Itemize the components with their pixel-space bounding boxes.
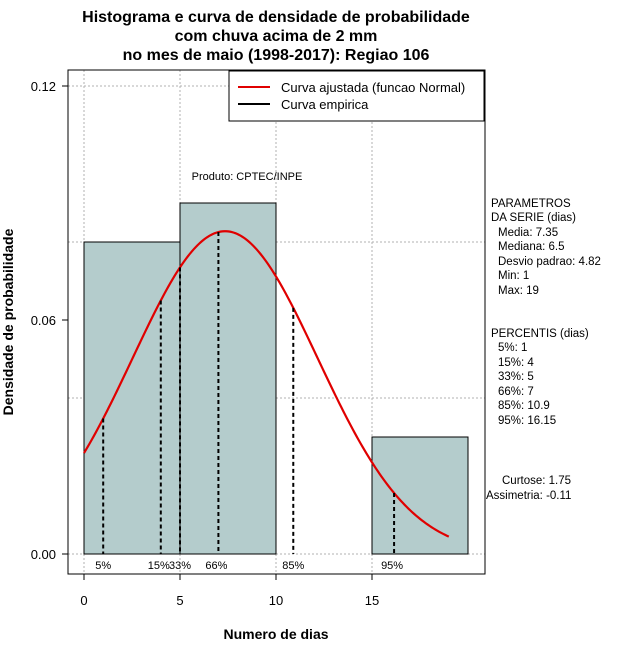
assimetria: Assimetria: -0.11 [486, 490, 571, 502]
legend-box [228, 70, 485, 122]
histogram-bars [83, 202, 469, 555]
y-tick-label: 0.12 [31, 79, 56, 94]
percentile-label: 33% [169, 560, 191, 572]
y-tick-label: 0.00 [31, 547, 56, 562]
pct-33: 33%: 5 [498, 371, 534, 383]
percentile-label: 85% [282, 560, 304, 572]
y-axis: 0.00 0.06 0.12 [31, 79, 69, 562]
y-tick-label: 0.06 [31, 313, 56, 328]
percentile-label: 5% [95, 560, 111, 572]
density-curve [83, 230, 450, 538]
percentile-label: 66% [205, 560, 227, 572]
x-tick-label: 15 [365, 593, 379, 608]
pct-title: PERCENTIS (dias) [491, 328, 589, 340]
x-tick-label: 10 [269, 593, 283, 608]
pct-66: 66%: 7 [498, 386, 534, 398]
param-desvio: Desvio padrao: 4.82 [498, 256, 601, 268]
x-tick-label: 5 [176, 593, 183, 608]
pct-95: 95%: 16.15 [498, 415, 556, 427]
y-axis-label: Densidade de probabilidade [0, 228, 16, 415]
histogram-bar [83, 241, 181, 555]
histogram-bar [371, 436, 469, 555]
legend: Curva ajustada (funcao Normal) Curva emp… [228, 70, 485, 122]
param-min: Min: 1 [498, 270, 529, 282]
legend-empirical-label: Curva empirica [281, 97, 369, 112]
watermark: Produto: CPTEC/INPE [192, 171, 303, 183]
chart-title-line-2: com chuva acima de 2 mm [175, 28, 378, 45]
x-axis-label: Numero de dias [223, 626, 328, 642]
x-axis: 0 5 10 15 [80, 573, 379, 608]
pct-5: 5%: 1 [498, 342, 527, 354]
param-media: Media: 7.35 [498, 227, 558, 239]
fitted-normal-curve [83, 230, 450, 538]
x-tick-label: 0 [80, 593, 87, 608]
curtose: Curtose: 1.75 [502, 475, 571, 487]
pct-85: 85%: 10.9 [498, 400, 550, 412]
param-title-1: PARAMETROS [491, 198, 571, 210]
param-max: Max: 19 [498, 285, 539, 297]
side-panel: PARAMETROS DA SERIE (dias) Media: 7.35 M… [486, 198, 601, 502]
chart-title-line-3: no mes de maio (1998-2017): Regiao 106 [123, 47, 430, 64]
percentile-label: 15% [148, 560, 170, 572]
legend-fitted-label: Curva ajustada (funcao Normal) [281, 80, 465, 95]
percentile-lines: 5% 15% 33% 66% 85% 95% [95, 232, 403, 572]
pct-15: 15%: 4 [498, 357, 534, 369]
param-title-2: DA SERIE (dias) [491, 212, 576, 224]
percentile-label: 95% [381, 560, 403, 572]
param-mediana: Mediana: 6.5 [498, 241, 565, 253]
histogram-bar [179, 202, 277, 555]
chart-title-line-1: Histograma e curva de densidade de proba… [82, 9, 470, 26]
